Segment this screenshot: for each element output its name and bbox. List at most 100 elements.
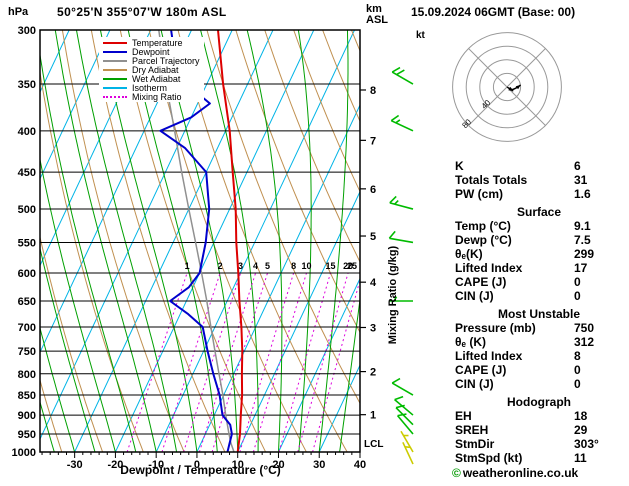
mixing-ratio-lines: [126, 272, 360, 452]
svg-text:-20: -20: [107, 459, 123, 471]
x-axis-label: Dewpoint / Temperature (°C): [120, 463, 281, 477]
panel-row: Pressure (mb) 750: [455, 321, 623, 335]
svg-text:450: 450: [18, 167, 36, 179]
svg-text:25: 25: [347, 261, 357, 271]
background-lines: [40, 30, 360, 452]
legend-item-dry-adiabat: Dry Adiabat: [103, 65, 200, 75]
stat-label: StmDir: [455, 437, 495, 451]
mixing-ratio-axis-label: Mixing Ratio (g/kg): [387, 245, 399, 345]
svg-text:40: 40: [354, 459, 366, 471]
stat-value: 312: [574, 335, 595, 349]
stat-label: PW (cm): [455, 187, 503, 201]
copyright: © weatheronline.co.uk: [452, 466, 578, 480]
stat-value: 0: [574, 275, 581, 289]
svg-text:1000: 1000: [12, 447, 36, 459]
panel-row: Dewp (°C) 7.5: [455, 233, 623, 247]
stat-label: CIN (J): [455, 289, 494, 303]
station-title: 50°25'N 355°07'W 180m ASL: [57, 5, 227, 19]
svg-text:2: 2: [370, 367, 376, 379]
legend-swatch: [103, 50, 127, 53]
svg-text:20: 20: [343, 261, 353, 271]
hodograph-ring: [452, 32, 562, 142]
stat-value: 17: [574, 261, 588, 275]
svg-text:7: 7: [370, 135, 376, 147]
legend-label: Isotherm: [132, 82, 168, 93]
stat-value: 8: [574, 349, 581, 363]
legend-swatch: [103, 77, 127, 80]
stat-label: CAPE (J): [455, 363, 507, 377]
dewpoint-curve: [159, 30, 233, 452]
stat-value: 9.1: [574, 219, 591, 233]
legend-item-parcel-trajectory: Parcel Trajectory: [103, 55, 200, 66]
stat-label: CIN (J): [455, 377, 494, 391]
stat-label: Totals Totals: [455, 173, 528, 187]
stat-value: 0: [574, 363, 581, 377]
stat-label: SREH: [455, 423, 489, 437]
svg-text:10: 10: [232, 459, 244, 471]
svg-text:-10: -10: [148, 459, 164, 471]
hodograph-ring: [479, 59, 535, 115]
panel-section-header: Surface: [516, 205, 562, 219]
svg-text:4: 4: [253, 261, 258, 271]
stat-value: 0: [574, 377, 581, 391]
stat-value: 750: [574, 321, 595, 335]
panel-row: θₑ(K) 299: [455, 247, 623, 261]
panel-row: Lifted Index 17: [455, 261, 623, 275]
svg-text:650: 650: [18, 296, 36, 308]
stat-value: 0: [574, 289, 581, 303]
svg-text:0: 0: [194, 459, 200, 471]
panel-row: StmDir 303°: [455, 437, 623, 451]
svg-text:8: 8: [291, 261, 296, 271]
sounding-curves: [158, 30, 244, 452]
axis-labels: 3003504004505005506006507007508008509009…: [12, 25, 367, 471]
legend-label: Dewpoint: [132, 46, 170, 57]
stat-value: 303°: [574, 437, 599, 451]
legend-label: Parcel Trajectory: [132, 55, 200, 66]
pressure-unit-label: hPa: [8, 6, 29, 18]
km-unit-line2: ASL: [366, 14, 388, 26]
panel-row: Lifted Index 8: [455, 349, 623, 363]
legend-item-isotherm: Isotherm: [103, 82, 200, 93]
svg-text:800: 800: [18, 369, 36, 381]
stat-value: 7.5: [574, 233, 591, 247]
svg-text:600: 600: [18, 268, 36, 280]
datetime-label: 15.09.2024 06GMT (Base: 00): [411, 5, 576, 19]
panel-row: θₑ (K) 312: [455, 335, 623, 349]
svg-text:3: 3: [238, 261, 243, 271]
stat-value: 6: [574, 159, 581, 173]
parcel-trajectory-curve: [158, 30, 235, 452]
svg-text:1: 1: [185, 261, 190, 271]
dry-adiabats: [40, 30, 360, 452]
panel-row: EH 18: [455, 409, 623, 423]
svg-text:10: 10: [301, 261, 311, 271]
panel-row: CAPE (J) 0: [455, 363, 623, 377]
legend-swatch: [103, 41, 127, 44]
km-unit-line1: km: [366, 3, 382, 15]
svg-text:3: 3: [370, 322, 376, 334]
svg-text:400: 400: [18, 126, 36, 138]
stat-label: Pressure (mb): [455, 321, 536, 335]
chart-legend: Temperature Dewpoint Parcel Trajectory Dry …: [99, 37, 204, 102]
svg-text:-30: -30: [67, 459, 83, 471]
svg-text:5: 5: [370, 231, 376, 243]
stat-value: 18: [574, 409, 588, 423]
stat-label: Lifted Index: [455, 349, 523, 363]
info-panel: K 6 Totals Totals 31 PW (cm) 1.6 Surface Temp (…: [455, 159, 623, 465]
svg-text:5: 5: [265, 261, 270, 271]
temperature-curve: [217, 30, 244, 452]
hodograph-ring: [465, 45, 549, 129]
stat-label: Lifted Index: [455, 261, 523, 275]
svg-text:30: 30: [313, 459, 325, 471]
panel-row: StmSpd (kt) 11: [455, 451, 623, 465]
stat-label: CAPE (J): [455, 275, 507, 289]
svg-text:350: 350: [18, 79, 36, 91]
stat-value: 1.6: [574, 187, 591, 201]
svg-text:550: 550: [18, 237, 36, 249]
svg-text:900: 900: [18, 410, 36, 422]
panel-section-header: Hodograph: [507, 395, 571, 409]
legend-item-wet-adiabat: Wet Adiabat: [103, 74, 200, 84]
legend-item-mixing-ratio: Mixing Ratio: [103, 92, 200, 102]
